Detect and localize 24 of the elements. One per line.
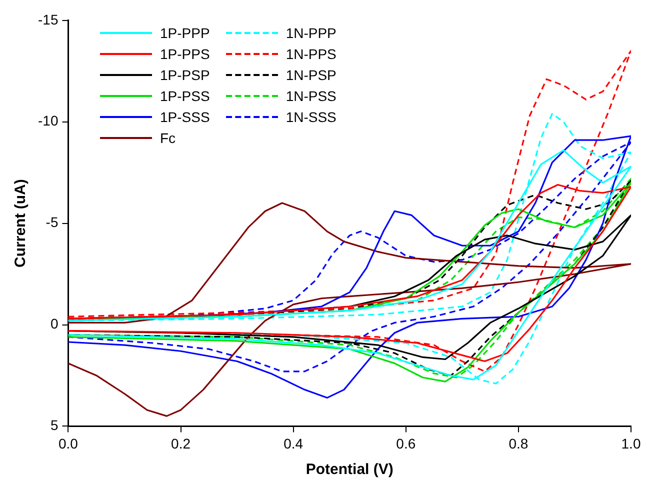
y-tick-label: 5 [50, 417, 58, 434]
x-tick-label: 0.0 [58, 435, 78, 452]
x-tick-label: 0.6 [396, 435, 416, 452]
x-tick-label: 1.0 [621, 435, 641, 452]
y-axis-title: Current (uA) [12, 179, 30, 268]
y-tick-label: -5 [46, 214, 58, 230]
legend-label: 1N-PPP [286, 24, 336, 40]
legend-label: 1P-PPS [160, 46, 210, 62]
x-axis-title: Potential (V) [306, 461, 394, 478]
y-tick-label: 0 [50, 316, 58, 332]
legend-label: 1N-PSS [286, 88, 336, 104]
x-tick-label: 0.8 [508, 435, 528, 452]
legend-label: 1N-PPS [286, 46, 336, 62]
legend-label: 1P-PSS [160, 88, 210, 104]
legend-label: 1P-SSS [160, 108, 210, 124]
legend-label: 1P-PPP [160, 24, 210, 40]
x-tick-label: 0.2 [171, 435, 191, 452]
legend-label: 1N-SSS [286, 108, 336, 124]
x-tick-label: 0.4 [284, 435, 304, 452]
y-tick-label: -10 [38, 112, 58, 129]
y-tick-label: -15 [38, 11, 58, 28]
legend-label: Fc [160, 130, 176, 146]
legend-label: 1P-PSP [160, 66, 210, 82]
legend-label: 1N-PSP [286, 66, 336, 82]
